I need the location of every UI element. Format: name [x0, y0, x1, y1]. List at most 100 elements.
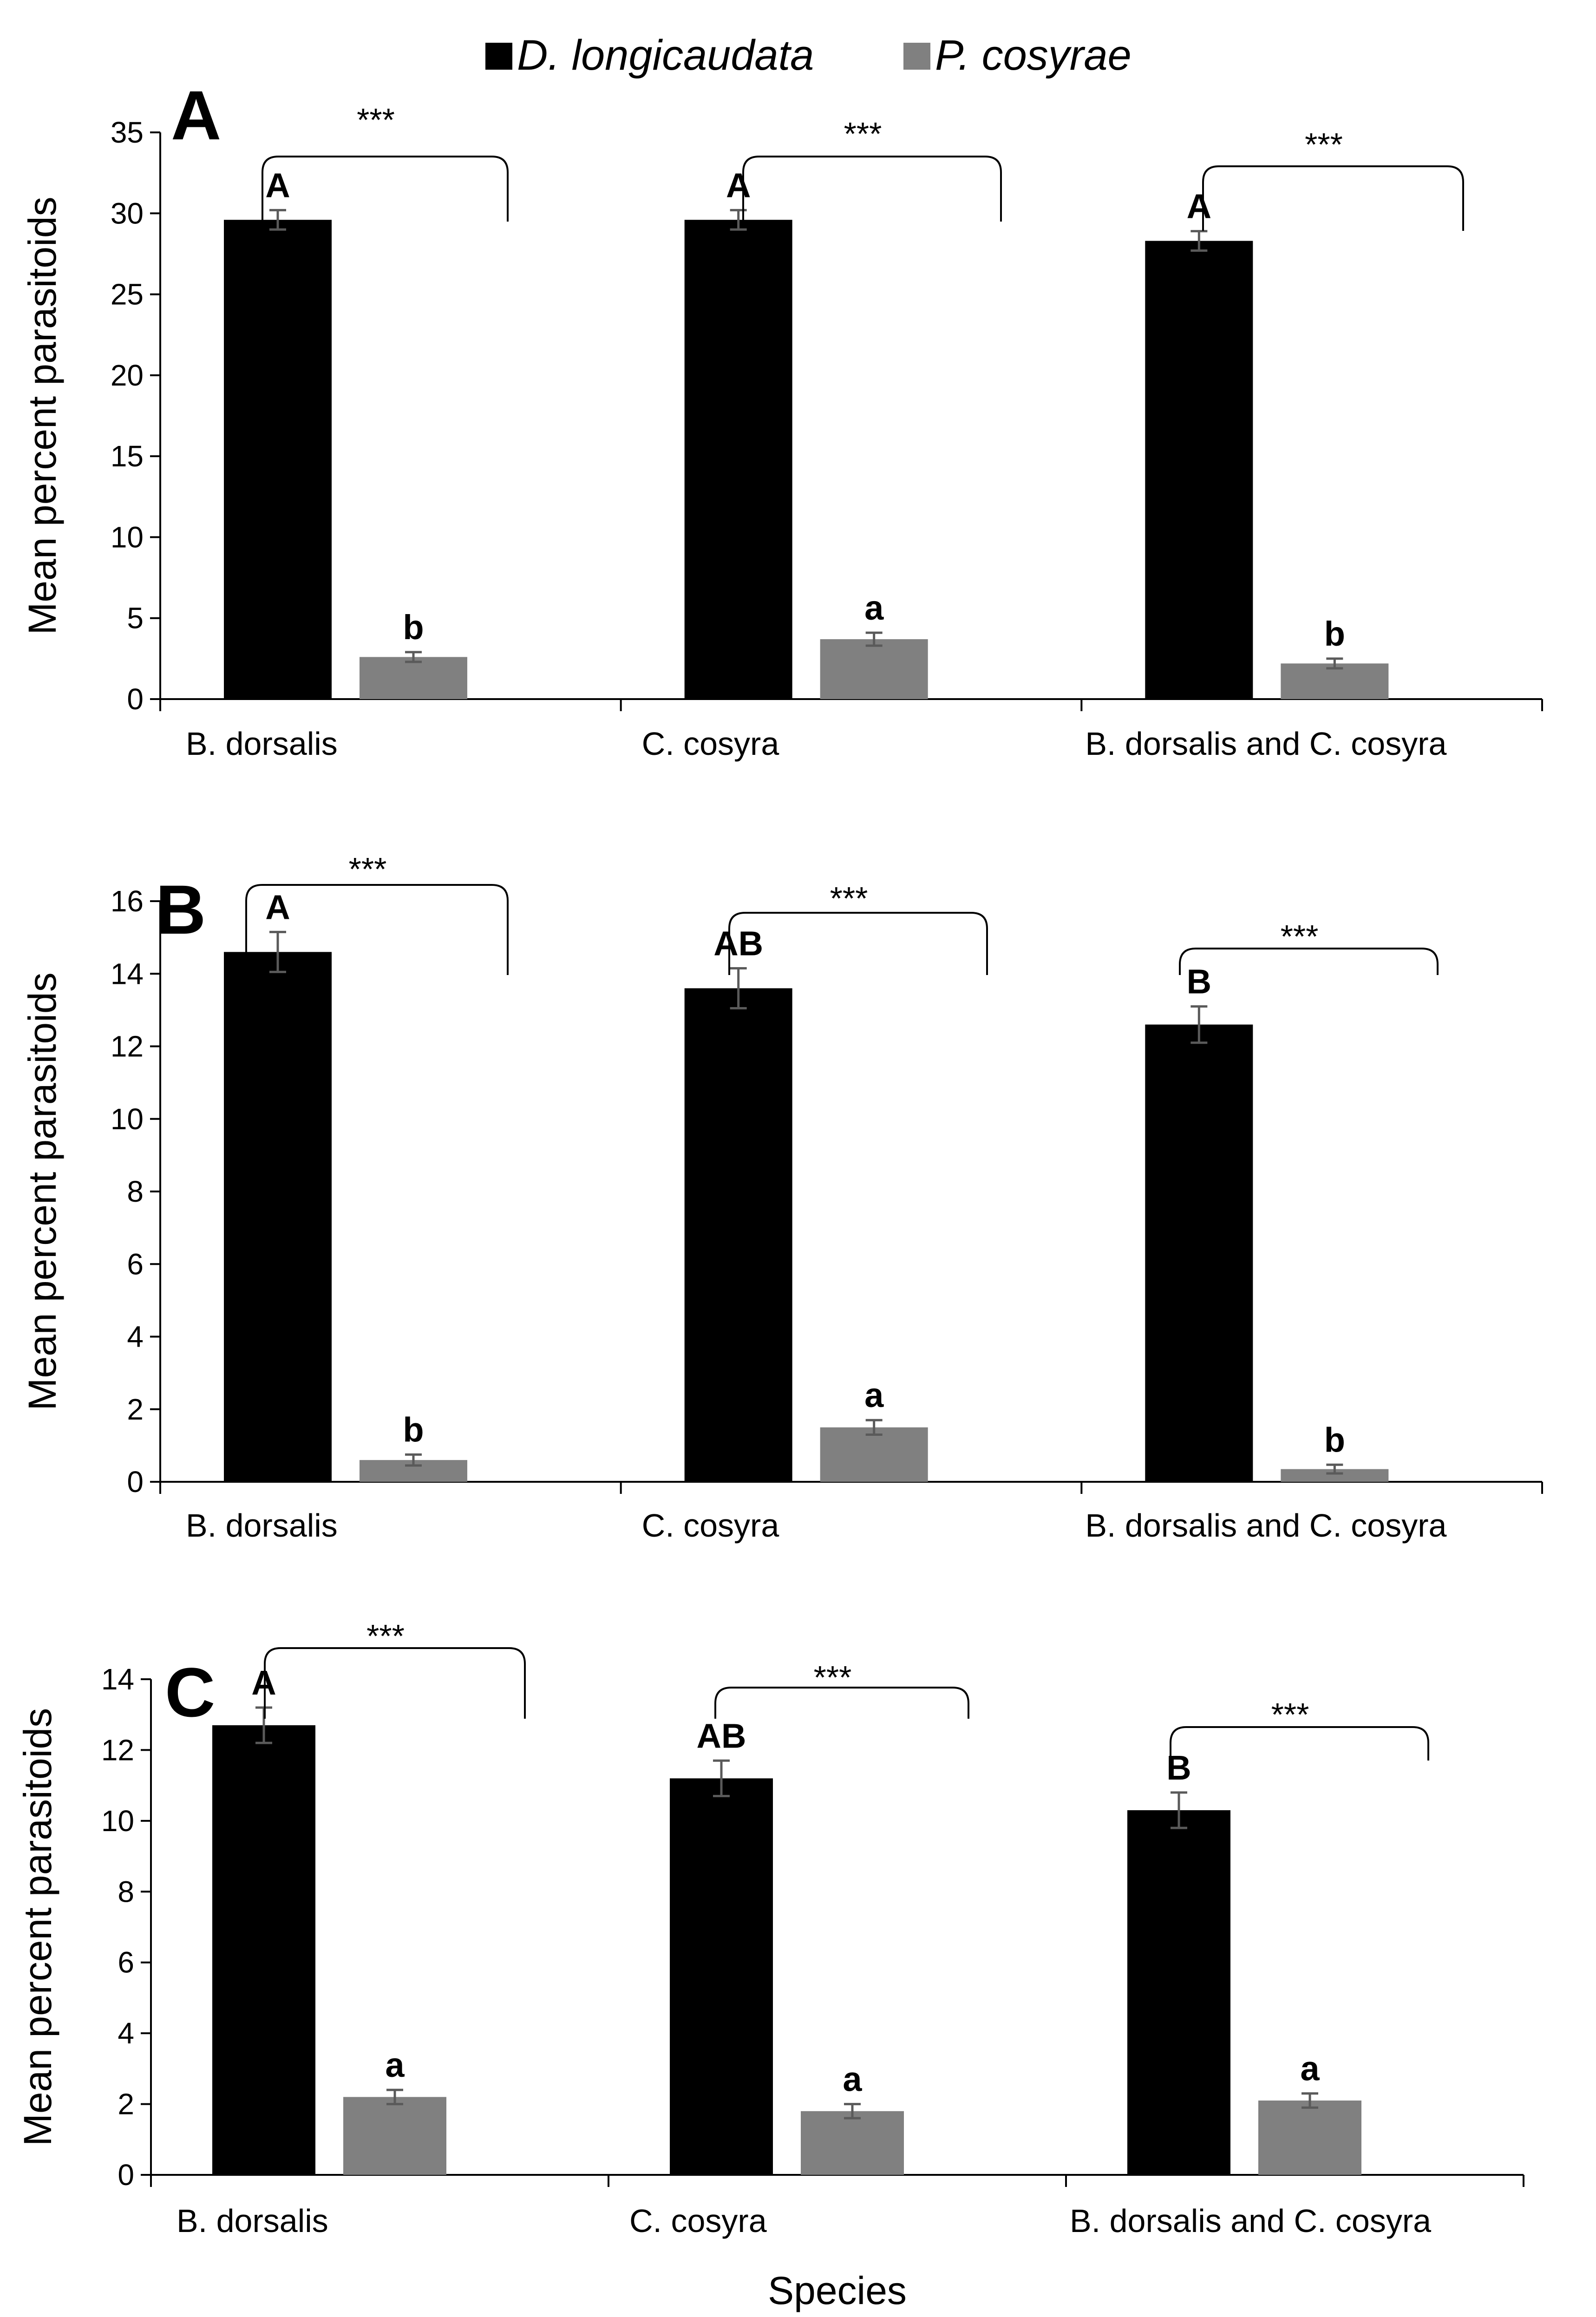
y-tick-label: 35 [111, 116, 144, 149]
x-tick-label: C. cosyra [642, 726, 779, 762]
panel-letter: B [156, 871, 206, 949]
legend-swatch-dl [485, 43, 512, 70]
legend: D. longicaudata P. cosyrae [485, 32, 1132, 79]
x-tick-label: B. dorsalis [177, 2203, 328, 2239]
y-tick-label: 14 [101, 1662, 134, 1696]
significance-bracket [1170, 1726, 1429, 1761]
y-tick-label: 25 [111, 278, 144, 311]
group-letter: b [1324, 615, 1345, 653]
bar-dl [224, 220, 332, 700]
significance-bracket [245, 884, 509, 975]
bar-dl [224, 952, 332, 1482]
bar-dl [212, 1725, 315, 2175]
y-tick-label: 16 [111, 884, 144, 918]
bar-dl [1145, 241, 1253, 699]
group-letter: A [265, 166, 290, 204]
y-tick-label: 8 [127, 1175, 144, 1208]
group-letter: A [1187, 187, 1211, 226]
bar-pc [801, 2111, 904, 2175]
y-tick-label: 10 [111, 520, 144, 554]
x-axis-label: Species [768, 2269, 907, 2312]
group-letter: a [385, 2046, 405, 2084]
panel-c: C 0 2 4 6 8 10 12 14 B. dorsalis C. cosyra B. dorsa… [16, 1618, 1524, 2312]
y-tick-label: 10 [111, 1102, 144, 1136]
significance-label: *** [814, 1659, 852, 1695]
panel-letter: A [171, 76, 221, 154]
y-tick-label: 4 [118, 2016, 134, 2050]
y-tick-label: 2 [127, 1393, 144, 1426]
y-tick-label: 0 [127, 1465, 144, 1499]
bar-dl [684, 988, 792, 1482]
y-axis-label: Mean percent parasitoids [16, 1708, 59, 2146]
group-letter: AB [697, 1716, 746, 1755]
legend-label-pc: P. cosyrae [935, 32, 1132, 79]
y-tick-label: 10 [101, 1804, 134, 1838]
significance-bracket [714, 1687, 969, 1719]
y-axis-label: Mean percent parasitoids [20, 196, 64, 635]
bar-pc [343, 2097, 446, 2175]
y-tick-label: 14 [111, 957, 144, 990]
group-letter: A [265, 888, 290, 926]
group-letter: a [864, 1376, 884, 1414]
group-letter: a [864, 589, 884, 627]
x-tick-label: B. dorsalis and C. cosyra [1085, 726, 1446, 762]
group-letter: b [403, 1410, 424, 1449]
y-tick-label: 6 [118, 1946, 134, 1979]
x-tick-label: B. dorsalis and C. cosyra [1085, 1507, 1446, 1544]
y-tick-label: 2 [118, 2088, 134, 2121]
significance-label: *** [844, 116, 882, 152]
significance-label: *** [1281, 918, 1319, 955]
significance-label: *** [349, 851, 387, 887]
group-letter: b [1324, 1420, 1345, 1459]
legend-label-dl: D. longicaudata [517, 32, 814, 79]
x-tick-label: C. cosyra [629, 2203, 767, 2239]
y-tick-label: 5 [127, 602, 144, 635]
group-letter: A [726, 166, 751, 204]
significance-bracket [1179, 948, 1439, 975]
group-letter: B [1187, 962, 1211, 1001]
y-axis-label: Mean percent parasitoids [20, 972, 64, 1410]
group-letter: a [1300, 2049, 1320, 2088]
x-tick-label: B. dorsalis [186, 726, 338, 762]
y-tick-label: 30 [111, 196, 144, 230]
y-tick-label: 8 [118, 1875, 134, 1908]
significance-bracket [1202, 165, 1464, 231]
x-tick-label: C. cosyra [642, 1507, 779, 1544]
y-tick-label: 6 [127, 1247, 144, 1281]
panel-letter: C [165, 1653, 215, 1731]
bar-dl [1127, 1810, 1230, 2175]
y-tick-label: 4 [127, 1320, 144, 1354]
bar-dl [1145, 1024, 1253, 1482]
significance-bracket [262, 156, 509, 222]
panel-a: A 0 5 10 15 20 25 30 35 B. dorsalis C. cosyra B. do… [20, 76, 1543, 762]
significance-label: *** [1305, 126, 1343, 163]
bar-dl [684, 220, 792, 700]
legend-swatch-pc [903, 43, 930, 70]
significance-bracket [728, 912, 988, 975]
significance-bracket [264, 1647, 526, 1719]
significance-label: *** [357, 102, 395, 138]
bar-pc [1258, 2100, 1361, 2175]
panel-b: B 0 2 4 6 8 10 12 14 16 B. dorsalis C. cosyra B. dor… [20, 851, 1543, 1544]
bar-pc [820, 1427, 928, 1482]
y-tick-label: 12 [101, 1733, 134, 1767]
bar-pc [820, 639, 928, 699]
y-tick-label: 0 [127, 682, 144, 716]
significance-label: *** [1271, 1696, 1309, 1733]
bar-pc [360, 657, 467, 699]
x-tick-label: B. dorsalis [186, 1507, 338, 1544]
significance-label: *** [366, 1618, 405, 1654]
y-tick-label: 0 [118, 2158, 134, 2192]
group-letter: AB [713, 924, 763, 963]
significance-bracket [742, 156, 1002, 222]
x-tick-label: B. dorsalis and C. cosyra [1070, 2203, 1431, 2239]
y-tick-label: 12 [111, 1030, 144, 1063]
group-letter: b [403, 608, 424, 647]
bar-dl [670, 1778, 773, 2175]
y-tick-label: 20 [111, 359, 144, 392]
y-tick-label: 15 [111, 439, 144, 473]
group-letter: a [843, 2060, 862, 2099]
significance-label: *** [830, 880, 868, 916]
